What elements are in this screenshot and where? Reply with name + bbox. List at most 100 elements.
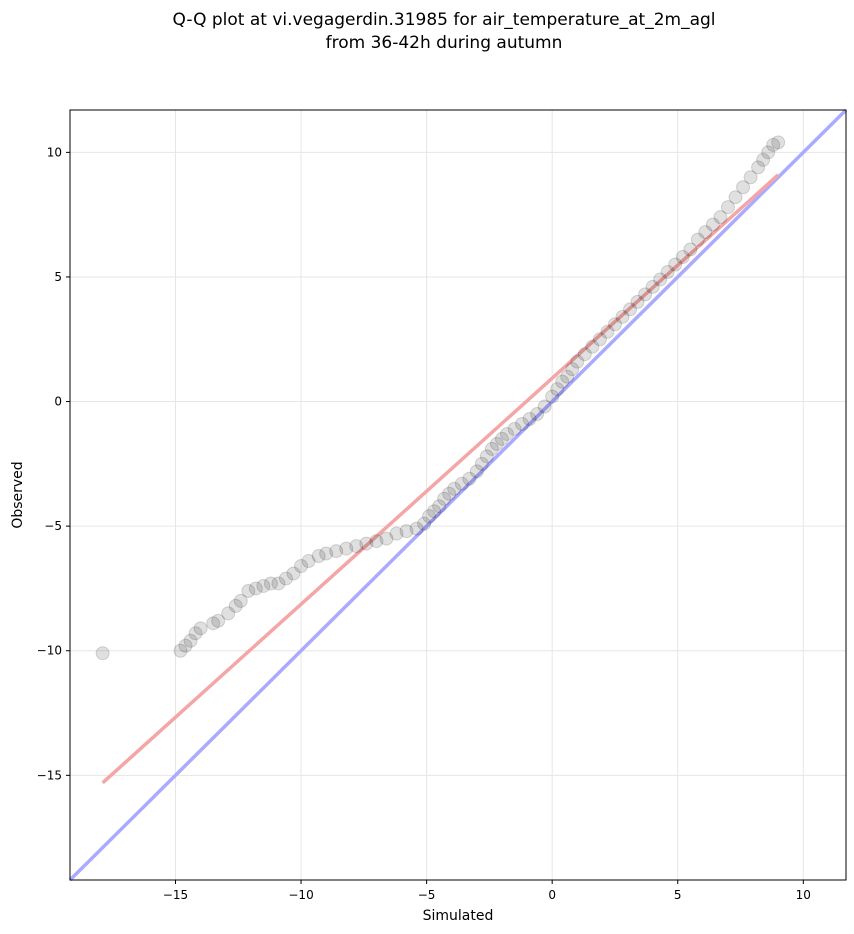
data-point: [577, 347, 592, 362]
data-point: [95, 646, 110, 661]
x-tick-label: −15: [163, 888, 188, 902]
data-point: [437, 491, 452, 506]
data-point: [570, 354, 585, 369]
data-point: [530, 407, 545, 422]
reference-line: [68, 108, 848, 882]
chart-title-line2: from 36-42h during autumn: [326, 33, 563, 53]
data-point: [474, 456, 489, 471]
data-point: [705, 217, 720, 232]
data-point: [286, 566, 301, 581]
data-point: [675, 250, 690, 265]
data-point: [638, 287, 653, 302]
y-tick-label: 10: [47, 145, 62, 159]
data-point: [188, 626, 203, 641]
data-point: [173, 643, 188, 658]
data-point: [233, 593, 248, 608]
data-point: [600, 324, 615, 339]
data-point: [720, 200, 735, 215]
data-point: [668, 257, 683, 272]
data-point: [607, 317, 622, 332]
x-tick-label: −5: [418, 888, 436, 902]
data-point: [228, 598, 243, 613]
data-point: [592, 332, 607, 347]
y-tick-label: −10: [37, 644, 62, 658]
y-tick-label: 5: [54, 270, 62, 284]
data-point: [515, 416, 530, 431]
data-point: [484, 441, 499, 456]
data-point: [751, 160, 766, 175]
data-point: [447, 481, 462, 496]
data-point: [427, 504, 442, 519]
data-point: [379, 531, 394, 546]
data-point: [442, 486, 457, 501]
lines-layer: [68, 108, 848, 882]
data-point: [311, 549, 326, 564]
grid: [70, 110, 846, 880]
data-point: [615, 309, 630, 324]
plot-frame: [69, 109, 847, 881]
data-point: [399, 524, 414, 539]
data-point: [766, 137, 781, 152]
data-point: [263, 576, 278, 591]
data-point: [339, 541, 354, 556]
x-axis-label: Simulated: [423, 908, 494, 924]
data-point: [432, 499, 447, 514]
data-point: [294, 559, 309, 574]
data-point: [623, 302, 638, 317]
data-point: [645, 279, 660, 294]
data-point: [537, 399, 552, 414]
data-point: [683, 242, 698, 257]
data-point: [417, 516, 432, 531]
data-point: [349, 539, 364, 554]
data-point: [241, 583, 256, 598]
data-point: [550, 382, 565, 397]
data-point: [555, 374, 570, 389]
x-tick-label: −10: [288, 888, 313, 902]
data-point: [736, 180, 751, 195]
chart-title-line1: Q-Q plot at vi.vegagerdin.31985 for air_…: [172, 10, 715, 30]
data-point: [494, 431, 509, 446]
data-point: [660, 264, 675, 279]
data-point: [713, 210, 728, 225]
data-point: [560, 369, 575, 384]
data-point: [256, 578, 271, 593]
data-point: [301, 554, 316, 569]
data-point: [359, 536, 374, 551]
data-point: [771, 135, 786, 150]
data-point: [479, 449, 494, 464]
data-point: [585, 339, 600, 354]
data-point: [522, 411, 537, 426]
data-point: [761, 145, 776, 160]
data-point: [409, 521, 424, 536]
y-axis-label: Observed: [10, 461, 26, 528]
data-point: [489, 436, 504, 451]
x-tick-label: 10: [796, 888, 811, 902]
data-point: [183, 633, 198, 648]
y-tick-label: 0: [54, 395, 62, 409]
ticks-layer: −15 −10 −5 0 5 10 −15 −10 −5 0 5 10: [37, 145, 811, 902]
data-point: [278, 571, 293, 586]
data-point: [499, 426, 514, 441]
y-tick-label: −15: [37, 768, 62, 782]
x-tick-label: 5: [674, 888, 682, 902]
points-layer: [95, 135, 786, 661]
data-point: [422, 509, 437, 524]
data-point: [462, 471, 477, 486]
data-point: [319, 546, 334, 561]
data-point: [454, 476, 469, 491]
fit-line: [101, 173, 780, 785]
data-point: [698, 225, 713, 240]
data-point: [728, 190, 743, 205]
x-tick-label: 0: [548, 888, 556, 902]
data-point: [206, 616, 221, 631]
data-point: [756, 152, 771, 167]
data-point: [565, 362, 580, 377]
data-point: [389, 526, 404, 541]
data-point: [248, 581, 263, 596]
data-point: [507, 421, 522, 436]
data-point: [178, 638, 193, 653]
data-point: [211, 613, 226, 628]
data-point: [743, 170, 758, 185]
data-point: [653, 272, 668, 287]
